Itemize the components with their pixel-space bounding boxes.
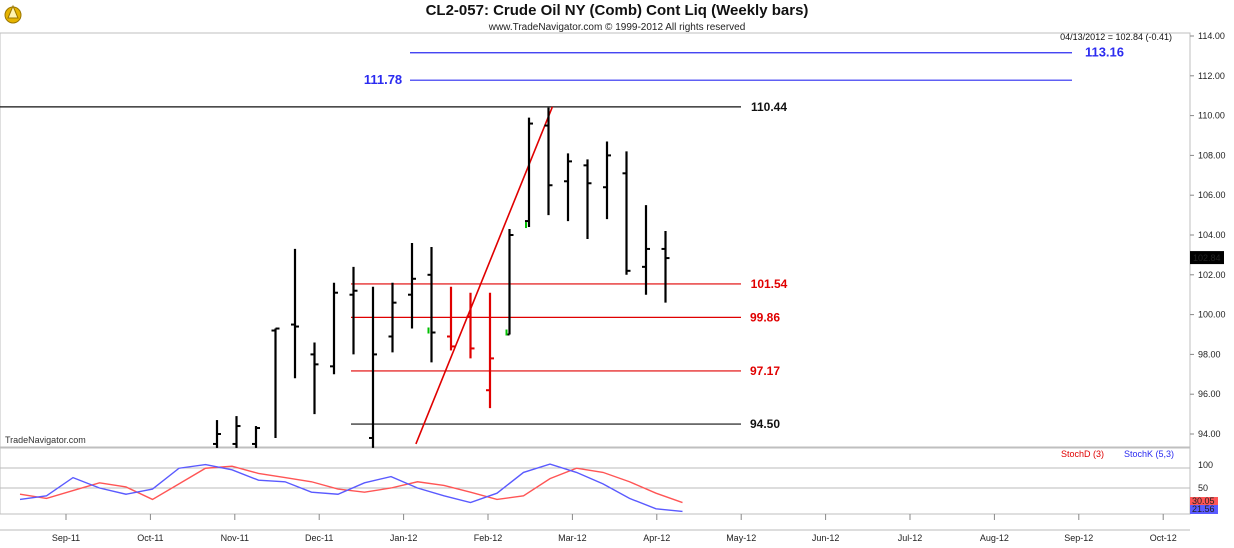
price-bar [252, 426, 260, 448]
price-tick-label: 110.00 [1198, 111, 1225, 121]
price-bar [310, 342, 319, 415]
level-label-110-44: 110.44 [751, 100, 787, 114]
stoch-tick-label: 50 [1198, 483, 1208, 493]
price-bar [213, 420, 221, 448]
last-price-label: 102.84 [1193, 253, 1221, 263]
price-bar [349, 266, 358, 355]
stoch-last-marker [1190, 497, 1218, 506]
trade-navigator-logo-icon [4, 4, 22, 24]
chart-subtitle: www.TradeNavigator.com © 1999-2012 All r… [488, 22, 746, 33]
date-tick-label: Feb-12 [474, 533, 503, 543]
price-bar [291, 248, 299, 379]
last-quote: 04/13/2012 = 102.84 (-0.41) [1060, 32, 1172, 42]
stochd-legend: StochD (3) [1061, 449, 1104, 459]
level-label-111-78: 111.78 [364, 72, 402, 87]
price-bar [466, 292, 475, 359]
price-axis: 94.00 96.00 98.00 100.00 102.00 104.00 106.00 1… [1190, 31, 1226, 439]
price-bar [369, 286, 377, 448]
price-tick-label: 102.00 [1198, 270, 1226, 280]
date-tick-label: Sep-12 [1064, 533, 1093, 543]
price-bar [544, 107, 553, 216]
trendline-layer [415, 106, 554, 445]
price-bar [447, 286, 455, 351]
price-tick-label: 114.00 [1198, 31, 1225, 41]
date-tick-label: Jan-12 [390, 533, 418, 543]
price-bar [622, 151, 631, 275]
stoch-series-k [19, 463, 683, 513]
date-tick-label: Nov-11 [221, 533, 249, 543]
level-label-101-54: 101.54 [751, 277, 788, 291]
price-bar [486, 292, 494, 409]
stoch-last-label: 30.05 [1192, 496, 1215, 506]
price-panel-frame [0, 32, 1191, 448]
trendline [415, 106, 554, 445]
stoch-last-label: 21.56 [1192, 504, 1215, 514]
price-tick-label: 98.00 [1198, 349, 1221, 359]
date-tick-label: Dec-11 [305, 533, 333, 543]
price-bar [525, 117, 533, 228]
price-bar [271, 327, 280, 438]
price-bar [330, 282, 338, 375]
date-tick-label: Jun-12 [812, 533, 840, 543]
price-tick-label: 96.00 [1198, 389, 1221, 399]
level-label-97-17: 97.17 [750, 364, 780, 378]
stoch-series-d [19, 465, 683, 504]
level-label-99-86: 99.86 [750, 310, 780, 324]
watermark: TradeNavigator.com [5, 435, 86, 445]
price-bar [408, 242, 416, 329]
date-tick-label: Jul-12 [898, 533, 923, 543]
level-label-113-16: 113.16 [1085, 45, 1124, 60]
stoch-tick-label: 100 [1198, 460, 1213, 470]
date-tick-label: Aug-12 [980, 533, 1009, 543]
chart-title: CL2-057: Crude Oil NY (Comb) Cont Liq (W… [426, 2, 809, 19]
price-tick-label: 94.00 [1198, 429, 1221, 439]
price-tick-label: 112.00 [1198, 71, 1225, 81]
levels-layer: 113.16 111.78 110.44 101.54 99.86 97.17 94.50 [0, 45, 1124, 431]
price-bar [583, 159, 592, 239]
date-tick-label: Mar-12 [558, 533, 587, 543]
stoch-panel-frame [0, 447, 1191, 515]
date-tick-label: Oct-12 [1150, 533, 1177, 543]
price-bar [232, 416, 241, 448]
last-price-marker [1190, 251, 1224, 265]
price-tick-label: 100.00 [1198, 310, 1226, 320]
price-bar [427, 246, 436, 363]
price-bar [505, 229, 514, 336]
date-axis: Sep-11 Oct-11 Nov-11 Dec-11 Jan-12 Feb-12 Mar-… [0, 514, 1190, 543]
date-tick-label: Sep-11 [52, 533, 80, 543]
price-bar [388, 282, 397, 353]
price-tick-label: 106.00 [1198, 190, 1226, 200]
price-bars-layer [213, 107, 670, 448]
date-tick-label: Apr-12 [643, 533, 670, 543]
stoch-last-marker [1190, 505, 1218, 514]
level-label-94-50: 94.50 [750, 417, 780, 431]
date-tick-label: May-12 [726, 533, 756, 543]
date-tick-label: Oct-11 [137, 533, 163, 543]
price-tick-label: 104.00 [1198, 230, 1226, 240]
price-bar [661, 231, 670, 303]
stochk-legend: StochK (5,3) [1124, 449, 1174, 459]
price-bar [642, 205, 650, 295]
price-bar [564, 153, 572, 222]
price-bar [603, 141, 611, 220]
price-tick-label: 108.00 [1198, 150, 1226, 160]
